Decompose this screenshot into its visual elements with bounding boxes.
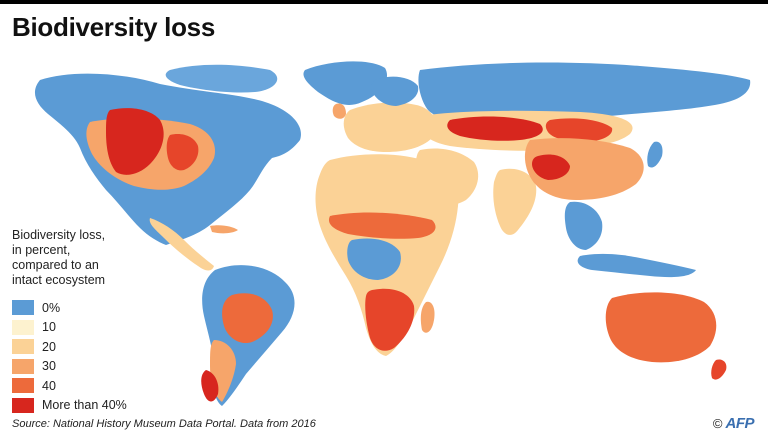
legend-label: 0% <box>42 300 61 315</box>
china <box>524 138 644 200</box>
legend-items: 0% 10 20 30 40 More than 40% <box>12 298 162 415</box>
britain <box>332 103 346 119</box>
greenland <box>303 61 388 105</box>
legend-item: 20 <box>12 337 162 357</box>
caribbean <box>210 225 238 234</box>
legend-swatch <box>12 300 34 316</box>
patagonia <box>201 370 219 402</box>
legend-item: More than 40% <box>12 396 162 416</box>
europe <box>343 102 436 152</box>
world-map <box>34 61 751 406</box>
legend-item: 0% <box>12 298 162 318</box>
southern-africa <box>365 288 415 351</box>
kazakhstan-red <box>447 116 543 141</box>
russia <box>418 62 751 126</box>
afp-credit: © AFP <box>712 415 755 432</box>
arctic-islands <box>165 64 278 93</box>
indonesia <box>577 253 696 278</box>
legend-item: 40 <box>12 376 162 396</box>
legend-label: More than 40% <box>42 398 127 413</box>
legend-label: 40 <box>42 378 56 393</box>
brazil-south <box>222 293 273 344</box>
se-asia <box>564 201 603 250</box>
legend-label: 20 <box>42 339 56 354</box>
legend-item: 30 <box>12 357 162 377</box>
source-note: Source: National History Museum Data Por… <box>12 418 316 430</box>
legend-swatch <box>12 378 34 394</box>
legend-label: 30 <box>42 359 56 374</box>
copyright-symbol: © <box>712 416 723 431</box>
usa-east <box>166 134 199 171</box>
legend-item: 10 <box>12 318 162 338</box>
legend-title-line: compared to an <box>12 258 99 272</box>
australia <box>605 292 717 363</box>
congo-basin <box>347 238 401 280</box>
madagascar <box>420 301 435 333</box>
usa-core <box>106 108 164 175</box>
legend-title-line: Biodiversity loss, <box>12 228 106 242</box>
sahel <box>328 212 436 239</box>
mongolia-red <box>545 118 613 142</box>
afp-logo: AFP <box>725 415 755 432</box>
legend-title: Biodiversity loss, in percent, compared … <box>12 228 162 288</box>
legend-swatch <box>12 397 34 413</box>
map-title: Biodiversity loss <box>12 12 215 42</box>
legend-swatch <box>12 339 34 355</box>
tibet-red <box>532 154 570 180</box>
legend-title-line: in percent, <box>12 243 71 257</box>
central-america <box>149 218 214 271</box>
legend-title-line: intact ecosystem <box>12 273 106 287</box>
scandinavia <box>371 76 419 106</box>
legend-swatch <box>12 358 34 374</box>
new-zealand <box>711 359 727 380</box>
japan <box>647 141 663 168</box>
legend-label: 10 <box>42 320 56 335</box>
top-rule <box>0 0 768 4</box>
legend-swatch <box>12 319 34 335</box>
legend: Biodiversity loss, in percent, compared … <box>12 228 162 415</box>
india <box>493 168 537 235</box>
